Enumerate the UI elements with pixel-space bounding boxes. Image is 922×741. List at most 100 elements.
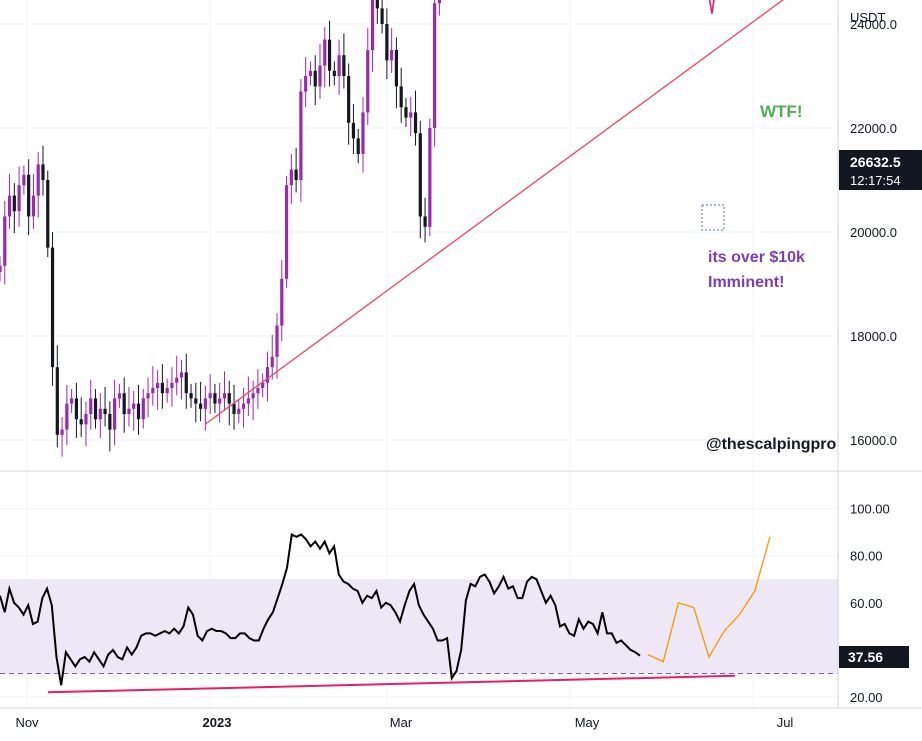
- target-box: [701, 204, 725, 231]
- price-tick-label: 18000.0: [850, 329, 897, 344]
- candle-body: [327, 39, 332, 71]
- candle-body: [7, 195, 12, 217]
- candle-body: [437, 0, 442, 4]
- candle-body: [151, 388, 155, 394]
- osc-value-badge: [839, 646, 909, 668]
- candle-body: [380, 8, 384, 24]
- time-tick-label: Nov: [15, 715, 39, 730]
- candle-body: [117, 393, 122, 399]
- candle-body: [222, 393, 227, 399]
- candle-body: [84, 414, 88, 425]
- candle-body: [103, 408, 107, 414]
- candle-body: [323, 39, 327, 66]
- osc-tick-label: 80.00: [850, 549, 883, 564]
- candle-body: [256, 388, 260, 394]
- candle-body: [98, 408, 102, 420]
- current-price-badge: [839, 150, 922, 190]
- candle-body: [433, 3, 437, 129]
- candle-body: [308, 70, 313, 76]
- candle-body: [418, 133, 422, 217]
- candle-body: [27, 174, 31, 217]
- time-tick-label: 2023: [203, 715, 232, 730]
- annotation-its-over: its over $10k: [708, 249, 805, 266]
- candle-body: [428, 128, 432, 227]
- oscillator-trendline: [47, 674, 736, 694]
- time-tick-label: Jul: [777, 715, 794, 730]
- candle-body: [113, 398, 117, 430]
- candle-body: [89, 398, 93, 414]
- candle-body: [375, 0, 379, 9]
- candle-body: [60, 429, 64, 435]
- osc-tick-label: 20.00: [850, 690, 883, 705]
- watermark-handle: @thescalpingpro: [706, 436, 837, 453]
- candle-body: [265, 367, 270, 383]
- candle-body: [280, 278, 284, 326]
- candle-body: [246, 398, 250, 404]
- candle-body: [22, 174, 26, 186]
- candle-body: [261, 382, 265, 388]
- annotation-imminent: Imminent!: [708, 274, 784, 291]
- candle-body: [232, 403, 236, 414]
- price-tick-label: 16000.0: [850, 433, 897, 448]
- osc-series: [0, 532, 641, 686]
- candle-body: [184, 372, 188, 394]
- candle-body: [0, 265, 2, 273]
- candle-body: [46, 180, 50, 248]
- candle-body: [370, 0, 375, 51]
- candle-body: [3, 216, 7, 266]
- candle-body: [136, 403, 141, 420]
- osc-tick-label: 60.00: [850, 596, 883, 611]
- candle-body: [12, 195, 16, 212]
- candle-body: [31, 195, 36, 217]
- candle-body: [289, 169, 293, 186]
- candle-body: [251, 393, 255, 399]
- candle-body: [55, 367, 59, 435]
- price-tick-label: 20000.0: [850, 225, 897, 240]
- candle-body: [241, 403, 246, 409]
- candle-body: [189, 393, 193, 399]
- candle-body: [218, 398, 222, 404]
- candle-body: [198, 403, 203, 409]
- oscillator-projection: [647, 536, 771, 663]
- annotation-wtf: WTF!: [760, 102, 802, 121]
- candle-body: [213, 393, 217, 404]
- candles: [0, 0, 442, 457]
- candle-body: [122, 393, 126, 414]
- osc-value-label: 37.56: [848, 649, 883, 665]
- candle-body: [399, 86, 403, 108]
- candle-body: [127, 408, 131, 414]
- osc-ticks: 20.00 60.00 80.00 100.00: [850, 502, 890, 705]
- candle-body: [409, 112, 413, 118]
- candle-body: [342, 55, 346, 76]
- candle-body: [74, 398, 79, 420]
- time-ticks: Nov 2023 Mar May Jul: [15, 715, 793, 730]
- oscillator-line: [0, 532, 641, 686]
- candle-body: [65, 403, 69, 430]
- candle-body: [275, 325, 279, 357]
- candle-body: [423, 216, 427, 227]
- price-grid: [0, 0, 838, 470]
- candle-body: [141, 398, 145, 420]
- candle-body: [156, 382, 160, 388]
- candle-body: [337, 55, 341, 76]
- candle-body: [208, 393, 212, 399]
- candle-body: [351, 122, 356, 139]
- candle-body: [304, 76, 308, 92]
- candle-body: [132, 403, 136, 409]
- candle-body: [284, 185, 289, 279]
- candle-body: [17, 185, 21, 212]
- candle-body: [93, 398, 98, 420]
- countdown-label: 12:17:54: [850, 173, 901, 188]
- candle-body: [227, 393, 231, 404]
- currency-label: USDT: [850, 10, 885, 25]
- projection-path: [708, 0, 715, 14]
- candle-body: [385, 24, 389, 61]
- candle-body: [165, 388, 169, 394]
- candle-body: [41, 164, 45, 180]
- candle-body: [50, 247, 55, 368]
- candle-body: [313, 70, 317, 87]
- candle-body: [390, 50, 394, 61]
- candle-body: [70, 398, 74, 404]
- candle-body: [366, 50, 370, 113]
